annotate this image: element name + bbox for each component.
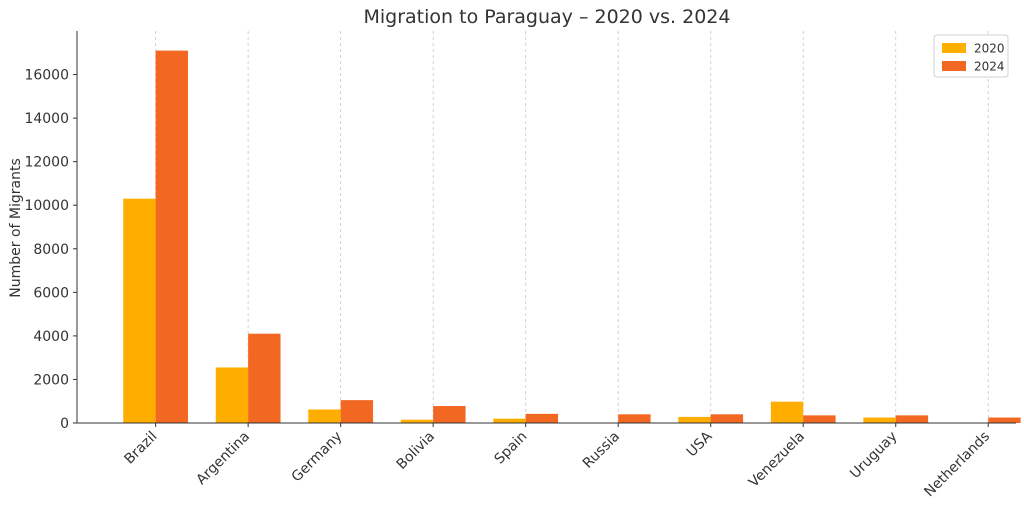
legend-label-2020: 2020 [974, 42, 1005, 56]
legend-swatch-2020 [942, 43, 966, 53]
x-tick-label: Uruguay [847, 429, 900, 482]
x-ticks: Brazil Argentina Germany Bolivia Spain Russia… [122, 423, 993, 501]
y-tick-label: 14000 [24, 111, 69, 127]
bar-2024-uruguay [895, 415, 929, 423]
y-tick-label: 4000 [33, 329, 69, 345]
bar-2024-brazil [155, 50, 189, 423]
bar-2024-argentina [248, 333, 281, 423]
bar-2020-spain [493, 418, 526, 423]
chart-title: Migration to Paraguay – 2020 vs. 2024 [364, 6, 731, 28]
bars [123, 50, 1021, 423]
x-tick-label: Russia [580, 429, 623, 472]
x-tick-label: USA [684, 428, 716, 460]
bar-2020-uruguay [863, 417, 896, 423]
bar-2024-bolivia [433, 406, 466, 423]
x-tick-label: Brazil [122, 429, 161, 468]
bar-2020-argentina [215, 367, 249, 423]
bar-2020-bolivia [400, 419, 434, 423]
bar-2020-brazil [123, 198, 156, 423]
x-tick-label: Argentina [193, 429, 253, 489]
x-tick-label: Venezuela [746, 429, 808, 491]
bar-2020-germany [308, 409, 341, 423]
axes [76, 31, 1016, 424]
bar-2024-venezuela [803, 415, 836, 423]
bar-2024-russia [618, 414, 651, 423]
bar-2020-venezuela [770, 401, 804, 423]
bar-2020-usa [678, 416, 711, 423]
y-axis-label: Number of Migrants [8, 158, 24, 297]
legend-label-2024: 2024 [974, 60, 1005, 74]
y-tick-label: 10000 [24, 198, 69, 214]
y-ticks: 0 2000 4000 6000 8000 10000 12000 14000 16000 [24, 68, 77, 432]
x-tick-label: Germany [289, 429, 346, 486]
x-tick-label: Spain [492, 429, 531, 468]
bar-2024-spain [525, 413, 559, 423]
x-tick-label: Bolivia [394, 429, 438, 473]
bar-2024-germany [340, 400, 374, 423]
bar-2024-netherlands [988, 417, 1021, 423]
y-tick-label: 2000 [33, 372, 69, 388]
y-tick-label: 16000 [24, 68, 69, 84]
y-tick-label: 8000 [33, 242, 69, 258]
legend-swatch-2024 [942, 61, 966, 71]
x-tick-label: Netherlands [921, 429, 993, 501]
legend: 2020 2024 [933, 34, 1009, 78]
y-tick-label: 6000 [33, 285, 69, 301]
y-tick-label: 0 [60, 416, 69, 432]
y-tick-label: 12000 [24, 155, 69, 171]
bar-2024-usa [710, 414, 744, 423]
